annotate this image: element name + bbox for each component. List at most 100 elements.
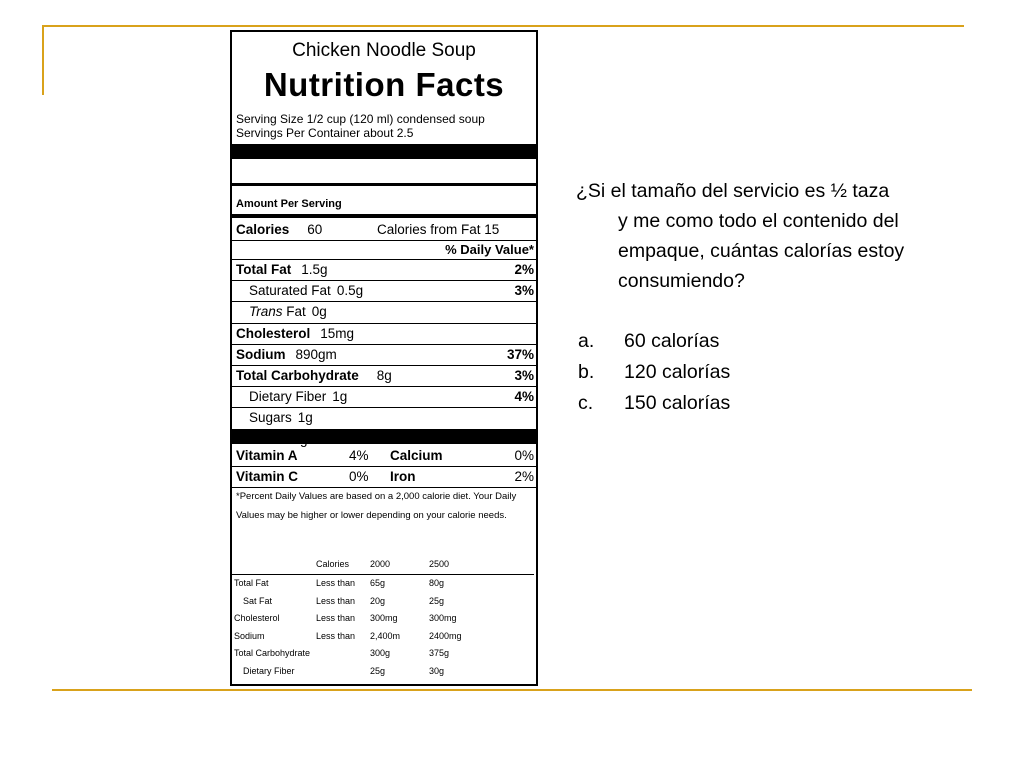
dv-table-cell: Dietary Fiber xyxy=(243,666,295,676)
nutrient-name: Saturated Fat xyxy=(249,283,331,299)
medium-divider xyxy=(232,214,536,218)
nutrition-facts-title: Nutrition Facts xyxy=(263,66,505,103)
daily-value-header-row: % Daily Value* xyxy=(232,240,536,259)
vitamin-a-value: 4% xyxy=(349,448,369,463)
dv-table-cell: 65g xyxy=(370,578,386,588)
calories-label: Calories xyxy=(236,222,290,237)
dv-table-header-cell: 2000 xyxy=(370,559,391,569)
nutrient-amount: 1g xyxy=(332,389,348,405)
dv-table-cell: Total Carbohydrate xyxy=(234,648,311,659)
nutrient-name: Total Carbohydrate xyxy=(236,368,359,383)
nutrient-name-wrap: Sugars 1g xyxy=(249,407,313,428)
dv-table-cell: 80g xyxy=(429,578,445,588)
nutrient-name-wrap: Dietary Fiber 1g xyxy=(249,386,347,407)
serving-size: Serving Size 1/2 cup (120 ml) condensed … xyxy=(236,112,485,126)
row-divider xyxy=(232,386,536,388)
row-divider xyxy=(232,280,536,282)
nutrient-row: Sodium 890gm 37% xyxy=(232,344,536,365)
answer-letter: a. xyxy=(578,330,595,352)
top-accent-line xyxy=(42,25,964,27)
nutrient-amount: 890gm xyxy=(295,346,337,362)
nutrient-amount: 0.5g xyxy=(336,283,364,299)
row-divider xyxy=(232,343,536,345)
nutrient-name: Cholesterol xyxy=(236,325,311,341)
vitamin-row: Vitamin A 4% Calcium 0% xyxy=(232,445,536,466)
dv-table-cell: Total Fat xyxy=(234,578,269,588)
nutrient-name: Sodium xyxy=(236,346,286,362)
nutrient-row: Total Carbohydrate 8g 3% xyxy=(232,365,536,386)
vitamin-a-label: Vitamin A xyxy=(236,448,298,463)
product-name: Chicken Noodle Soup xyxy=(292,40,476,61)
row-divider xyxy=(232,301,536,303)
nutrient-amount: 0g xyxy=(311,304,327,320)
dv-table-cell: 2,400m xyxy=(370,630,401,641)
nutrient-row: Trans Fat 0g xyxy=(232,301,536,322)
calories-row: Calories 60 Calories from Fat 15 xyxy=(232,219,536,240)
vitamin-c-label: Vitamin C xyxy=(236,469,299,484)
bottom-accent-line xyxy=(52,689,972,691)
answer-letter: b. xyxy=(578,361,595,383)
amount-per-serving: Amount Per Serving xyxy=(236,198,342,210)
vitamin-row: Vitamin C 0% Iron 2% xyxy=(232,466,536,487)
answer-text: 120 calorías xyxy=(624,361,731,383)
dv-table-cell: 20g xyxy=(370,595,386,606)
dv-table-cell: Less than xyxy=(316,630,356,641)
dv-table-cell: Cholesterol xyxy=(234,613,280,624)
question-line: y me como todo el contenido del xyxy=(618,210,899,232)
nutrient-row: Dietary Fiber 1g 4% xyxy=(232,386,536,407)
nutrition-label: Chicken Noodle Soup Nutrition Facts Serv… xyxy=(230,30,538,686)
nutrient-name: Total Fat xyxy=(236,262,292,277)
dv-table-cell: 2400mg xyxy=(429,630,462,641)
dv-table-header-divider xyxy=(232,574,534,575)
nutrient-percent: 37% xyxy=(506,346,534,362)
nutrient-name-rest: Fat xyxy=(282,304,306,320)
dv-table-cell: 300g xyxy=(370,648,391,659)
nutrient-name: Dietary Fiber xyxy=(249,389,327,405)
answer-option: b. 120 calorías xyxy=(576,357,1006,388)
nutrient-percent: 4% xyxy=(514,389,534,405)
row-divider xyxy=(232,365,536,366)
nutrient-row: Cholesterol 15mg xyxy=(232,323,536,344)
answer-option: a. 60 calorías xyxy=(576,326,1006,357)
answer-list: a. 60 calorías b. 120 calorías c. 150 calor… xyxy=(576,326,1006,419)
iron-label: Iron xyxy=(390,469,416,484)
row-divider xyxy=(232,407,536,409)
nutrient-row: Saturated Fat 0.5g 3% xyxy=(232,280,536,301)
nutrient-name: Sugars xyxy=(249,410,292,426)
daily-value-footnote: *Percent Daily Values are based on a 2,0… xyxy=(236,491,517,521)
serving-info: Serving Size 1/2 cup (120 ml) condensed … xyxy=(236,112,536,140)
dv-table-cell: 375g xyxy=(429,648,450,659)
row-divider xyxy=(232,322,536,324)
dv-table-cell: Less than xyxy=(316,595,356,606)
nutrient-name-wrap: Saturated Fat 0.5g xyxy=(249,280,363,301)
calories-from-fat: Calories from Fat 15 xyxy=(377,222,500,237)
nutrient-percent: 2% xyxy=(514,262,534,277)
nutrient-row: Sugars 1g xyxy=(232,407,536,428)
question-line: consumiendo? xyxy=(618,270,745,292)
answer-text: 60 calorías xyxy=(624,330,720,352)
calories-value: 60 xyxy=(307,222,323,237)
servings-per-container: Servings Per Container about 2.5 xyxy=(236,126,414,140)
calcium-label: Calcium xyxy=(390,448,443,463)
left-accent-line xyxy=(42,25,44,95)
thick-divider xyxy=(232,429,536,444)
daily-value-header: % Daily Value* xyxy=(445,242,534,257)
nutrient-name-wrap: Total Carbohydrate 8g xyxy=(236,365,392,386)
dv-table-cell: Less than xyxy=(316,613,356,624)
medium-divider xyxy=(232,183,536,186)
nutrient-amount: 15mg xyxy=(320,325,355,341)
dv-table-cell: 300mg xyxy=(370,613,398,624)
nutrient-amount: 1.5g xyxy=(301,262,328,277)
question-line: empaque, cuántas calorías estoy xyxy=(618,240,905,262)
dv-table-cell: 25g xyxy=(429,595,445,606)
nutrient-name-italic: Trans xyxy=(249,304,283,320)
nutrient-name-wrap: Trans Fat 0g xyxy=(249,301,327,322)
answer-option: c. 150 calorías xyxy=(576,388,1006,419)
nutrient-percent: 3% xyxy=(514,368,534,383)
nutrient-percent: 3% xyxy=(514,283,534,299)
nutrient-amount: 1g xyxy=(297,410,313,426)
dv-table-cell: 300mg xyxy=(429,613,457,624)
answer-letter: c. xyxy=(578,392,594,414)
vitamin-c-value: 0% xyxy=(349,469,369,484)
question-text: ¿Si el tamaño del servicio es ½ taza y m… xyxy=(576,176,1006,296)
